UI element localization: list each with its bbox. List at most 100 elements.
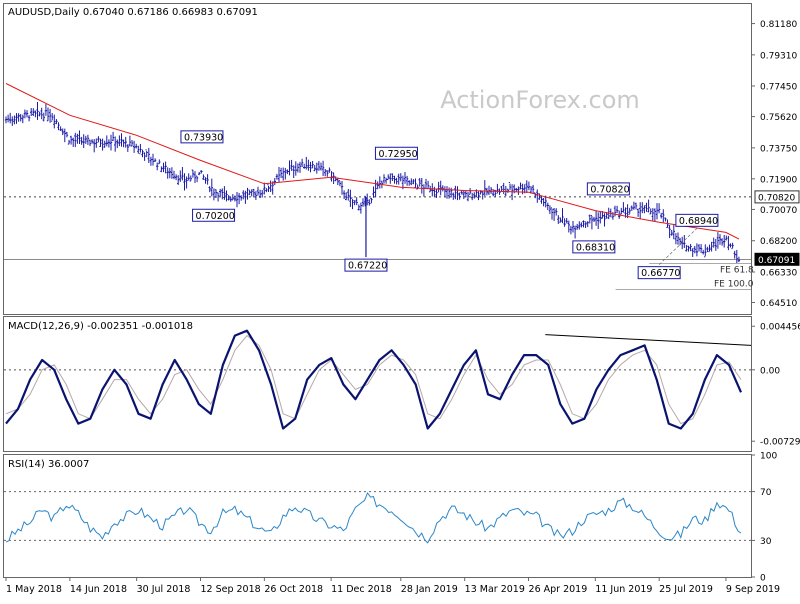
- price-bar: [88, 139, 92, 147]
- price-bar: [263, 182, 266, 195]
- price-bar: [240, 195, 243, 201]
- price-bar: [395, 177, 398, 185]
- price-bar: [693, 245, 696, 254]
- price-bar: [72, 137, 75, 147]
- price-bar: [277, 167, 281, 183]
- price-bar: [737, 256, 741, 263]
- price-bar: [300, 158, 304, 167]
- price-bar: [179, 170, 182, 182]
- price-bar: [332, 172, 335, 185]
- price-bar: [555, 208, 558, 216]
- price-bar: [206, 174, 209, 185]
- price-bar: [90, 139, 94, 144]
- price-bar: [353, 200, 356, 206]
- price-annotation-text: 0.67220: [348, 261, 387, 272]
- price-bar: [15, 113, 18, 124]
- price-bar: [573, 225, 577, 239]
- price-bar: [204, 177, 207, 184]
- price-bar: [143, 152, 146, 161]
- price-bar: [435, 188, 438, 198]
- price-bar: [338, 180, 342, 187]
- x-tick-label: 1 May 2018: [6, 584, 62, 595]
- price-bar: [313, 165, 316, 172]
- x-tick-label: 25 Jul 2019: [659, 584, 713, 595]
- price-bar: [674, 233, 678, 245]
- x-tick-label: 14 Jun 2018: [70, 584, 127, 595]
- price-bar: [187, 173, 190, 181]
- price-bar: [519, 182, 522, 190]
- price-bar: [265, 188, 268, 193]
- price-bar: [651, 208, 654, 222]
- y-tick-label: 0.64510: [760, 299, 797, 309]
- y-tick-label: 0.73750: [760, 144, 797, 154]
- macd-y-tick-label: 0.004456: [760, 323, 800, 333]
- price-annotation: 0.67220: [344, 258, 388, 272]
- price-bar: [80, 136, 83, 145]
- price-bar: [111, 131, 115, 141]
- price-annotation-box: [180, 130, 224, 144]
- price-bar: [603, 213, 606, 227]
- price-bar: [74, 132, 77, 148]
- fib-618-label: FE 61.8: [720, 265, 754, 275]
- price-bar: [145, 149, 148, 158]
- price-bar: [51, 113, 54, 122]
- price-bar: [141, 149, 144, 158]
- price-bar: [38, 111, 41, 117]
- price-bar: [405, 175, 409, 186]
- price-bar: [237, 192, 241, 205]
- price-bar: [166, 167, 169, 179]
- price-bar: [720, 238, 724, 246]
- price-bar: [403, 171, 407, 184]
- price-bar: [676, 232, 680, 245]
- price-bar: [481, 191, 484, 200]
- price-annotation-text: 0.68310: [576, 242, 615, 253]
- price-bar: [267, 184, 270, 192]
- price-bar: [126, 144, 129, 152]
- price-bar: [290, 159, 293, 171]
- rsi-y-tick-label: 0: [760, 574, 766, 584]
- price-bar: [345, 192, 348, 201]
- price-bar: [233, 195, 237, 202]
- price-bar: [86, 134, 90, 145]
- price-bar: [546, 202, 549, 211]
- price-bar: [321, 160, 325, 176]
- price-bar: [355, 197, 358, 206]
- price-bar: [689, 243, 692, 252]
- price-bar: [548, 205, 552, 215]
- price-bar: [506, 188, 510, 193]
- main-title: AUDUSD,Daily 0.67040 0.67186 0.66983 0.6…: [8, 7, 258, 18]
- macd-trendline: [545, 334, 752, 346]
- price-bar: [580, 222, 583, 228]
- price-bar: [340, 181, 344, 195]
- price-bar: [34, 110, 37, 118]
- price-annotation: 0.68940: [675, 213, 719, 227]
- price-bar: [454, 185, 457, 200]
- price-bar: [557, 215, 560, 224]
- fib-guide-line: [658, 228, 698, 265]
- price-bar: [544, 195, 547, 208]
- x-tick-label: 11 Jun 2019: [595, 584, 652, 595]
- macd-y-tick-label: -0.007298: [760, 438, 800, 448]
- price-bar: [657, 203, 661, 214]
- price-bar: [508, 181, 512, 191]
- price-bar: [559, 217, 562, 223]
- price-bar: [708, 244, 711, 253]
- price-bar: [124, 136, 127, 148]
- price-bar: [57, 122, 60, 131]
- price-bar: [156, 162, 159, 171]
- price-bar: [725, 235, 728, 241]
- level-price-box: [754, 190, 800, 204]
- moving-average-line: [5, 83, 740, 240]
- price-bar: [397, 173, 400, 185]
- rsi-layer: [4, 491, 751, 544]
- macd-y-tick-label: 0.00: [760, 366, 780, 376]
- price-bar: [685, 244, 688, 252]
- price-bar: [567, 220, 570, 233]
- price-bar: [464, 190, 468, 198]
- price-bar: [605, 212, 608, 219]
- price-annotation: 0.73930: [180, 130, 224, 144]
- price-bar: [370, 197, 373, 204]
- y-tick-label: 0.77450: [760, 82, 797, 92]
- price-bar: [235, 192, 239, 208]
- y-tick-label: 0.70070: [760, 206, 797, 216]
